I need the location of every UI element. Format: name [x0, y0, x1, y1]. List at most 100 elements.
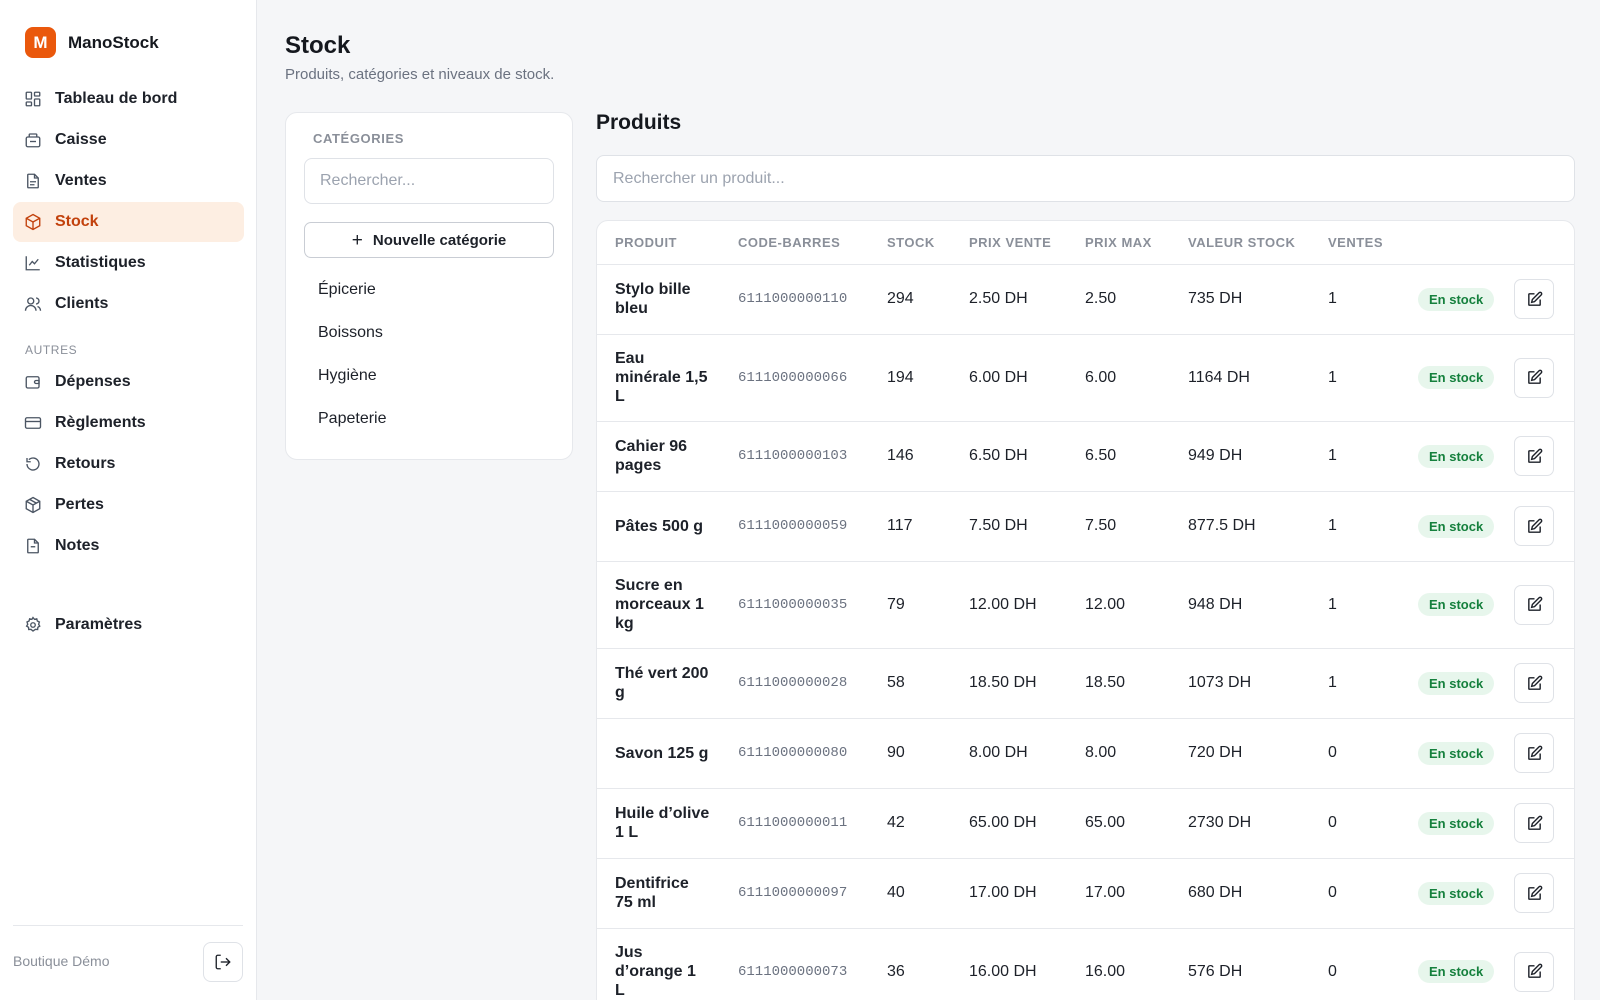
edit-icon — [1527, 596, 1542, 611]
status-badge: En stock — [1418, 287, 1495, 311]
sidebar-item-notes[interactable]: Notes — [13, 526, 244, 566]
product-price: 6.00 DH — [951, 334, 1067, 422]
column-header[interactable]: PRODUIT — [597, 221, 720, 265]
table-row[interactable]: Huile d’olive 1 L 6111000000011 42 65.00… — [597, 788, 1574, 859]
table-row[interactable]: Thé vert 200 g 6111000000028 58 18.50 DH… — [597, 648, 1574, 719]
table-row[interactable]: Savon 125 g 6111000000080 90 8.00 DH 8.0… — [597, 718, 1574, 789]
edit-product-button[interactable] — [1514, 951, 1554, 992]
sidebar-item-caisse[interactable]: Caisse — [13, 120, 244, 160]
product-stock: 40 — [869, 858, 951, 929]
table-row[interactable]: Jus d’orange 1 L 6111000000073 36 16.00 … — [597, 928, 1574, 1000]
sidebar-item-statistiques[interactable]: Statistiques — [13, 243, 244, 283]
product-name: Savon 125 g — [597, 718, 720, 789]
edit-icon — [1527, 369, 1542, 384]
category-search-input[interactable] — [304, 158, 554, 204]
column-header[interactable]: VALEUR STOCK — [1170, 221, 1310, 265]
product-name: Cahier 96 pages — [597, 421, 720, 492]
product-sales: 1 — [1310, 421, 1400, 492]
category-item[interactable]: Papeterie — [318, 409, 387, 427]
product-max-price: 18.50 — [1067, 648, 1170, 719]
sidebar-item-depenses[interactable]: Dépenses — [13, 362, 244, 402]
edit-icon — [1527, 448, 1542, 463]
plus-icon: + — [351, 229, 363, 251]
actions-cell — [1496, 648, 1574, 719]
page-title: Stock — [285, 32, 351, 59]
product-sales: 0 — [1310, 788, 1400, 859]
category-item[interactable]: Épicerie — [318, 280, 376, 298]
column-header[interactable]: PRIX MAX — [1067, 221, 1170, 265]
products-table: PRODUIT CODE-BARRES STOCK PRIX VENTE PRI… — [596, 220, 1575, 1000]
edit-product-button[interactable] — [1514, 803, 1554, 843]
column-header[interactable]: CODE-BARRES — [720, 221, 869, 265]
new-category-button[interactable]: + Nouvelle catégorie — [304, 222, 554, 258]
product-name: Sucre en morceaux 1 kg — [597, 561, 720, 649]
edit-icon — [1527, 518, 1542, 533]
receipt-icon — [27, 173, 39, 189]
status-badge: En stock — [1418, 741, 1495, 765]
product-search-input[interactable] — [596, 155, 1575, 202]
edit-icon — [1527, 963, 1542, 978]
actions-cell — [1496, 561, 1574, 649]
sidebar-item-label: Tableau de bord — [55, 90, 178, 107]
sidebar-item-reglements[interactable]: Règlements — [13, 403, 244, 443]
product-stock-value: 2730 DH — [1170, 788, 1310, 859]
table-row[interactable]: Eau minérale 1,5 L 6111000000066 194 6.0… — [597, 334, 1574, 422]
sidebar-item-retours[interactable]: Retours — [13, 444, 244, 484]
edit-product-button[interactable] — [1514, 733, 1554, 773]
table-row[interactable]: Pâtes 500 g 6111000000059 117 7.50 DH 7.… — [597, 491, 1574, 562]
sidebar-item-label: Ventes — [55, 172, 107, 189]
edit-product-button[interactable] — [1514, 279, 1554, 319]
sidebar-item-label: Clients — [55, 295, 109, 312]
brand-logo: M — [25, 27, 56, 58]
product-barcode: 6111000000103 — [720, 421, 869, 492]
main-nav: Tableau de bord Caisse Ventes Stock Stat… — [13, 79, 244, 325]
edit-product-button[interactable] — [1514, 873, 1554, 913]
table-row[interactable]: Dentifrice 75 ml 6111000000097 40 17.00 … — [597, 858, 1574, 929]
actions-cell — [1496, 928, 1574, 1000]
edit-product-button[interactable] — [1514, 506, 1554, 546]
edit-icon — [1527, 291, 1542, 306]
sidebar-item-label: Retours — [55, 455, 116, 472]
sidebar-item-dashboard[interactable]: Tableau de bord — [13, 79, 244, 119]
product-barcode: 6111000000059 — [720, 491, 869, 562]
sidebar-item-ventes[interactable]: Ventes — [13, 161, 244, 201]
product-max-price: 12.00 — [1067, 561, 1170, 649]
sidebar-item-stock[interactable]: Stock — [13, 202, 244, 242]
product-price: 18.50 DH — [951, 648, 1067, 719]
products-title: Produits — [596, 111, 682, 134]
category-item[interactable]: Hygiène — [318, 366, 377, 384]
product-max-price: 65.00 — [1067, 788, 1170, 859]
new-category-label: Nouvelle catégorie — [372, 231, 507, 249]
edit-product-button[interactable] — [1514, 436, 1554, 476]
sidebar-item-clients[interactable]: Clients — [13, 284, 244, 324]
category-item[interactable]: Boissons — [318, 323, 383, 341]
edit-icon — [1527, 745, 1542, 760]
status-badge: En stock — [1418, 960, 1495, 983]
settings-nav: Paramètres — [13, 605, 244, 646]
product-barcode: 6111000000028 — [720, 648, 869, 719]
edit-product-button[interactable] — [1514, 584, 1554, 625]
product-price: 2.50 DH — [951, 264, 1067, 335]
sidebar-item-label: Pertes — [55, 496, 104, 513]
table-row[interactable]: Cahier 96 pages 6111000000103 146 6.50 D… — [597, 421, 1574, 492]
table-row[interactable]: Sucre en morceaux 1 kg 6111000000035 79 … — [597, 561, 1574, 649]
product-barcode: 6111000000035 — [720, 561, 869, 649]
sidebar-item-parametres[interactable]: Paramètres — [13, 605, 244, 645]
column-header[interactable]: PRIX VENTE — [951, 221, 1067, 265]
categories-heading: CATÉGORIES — [313, 131, 404, 146]
logout-button[interactable] — [203, 942, 243, 982]
register-icon — [25, 133, 41, 148]
actions-cell — [1496, 264, 1574, 335]
status-cell: En stock — [1400, 858, 1496, 929]
sidebar-item-label: Dépenses — [55, 373, 131, 390]
edit-product-button[interactable] — [1514, 663, 1554, 703]
edit-product-button[interactable] — [1514, 357, 1554, 398]
status-cell: En stock — [1400, 264, 1496, 335]
column-header[interactable]: STOCK — [869, 221, 951, 265]
column-header[interactable]: VENTES — [1310, 221, 1400, 265]
status-cell: En stock — [1400, 648, 1496, 719]
sidebar-footer: Boutique Démo — [13, 925, 243, 1000]
brand[interactable]: M ManoStock — [25, 27, 159, 58]
sidebar-item-pertes[interactable]: Pertes — [13, 485, 244, 525]
table-row[interactable]: Stylo bille bleu 6111000000110 294 2.50 … — [597, 264, 1574, 335]
